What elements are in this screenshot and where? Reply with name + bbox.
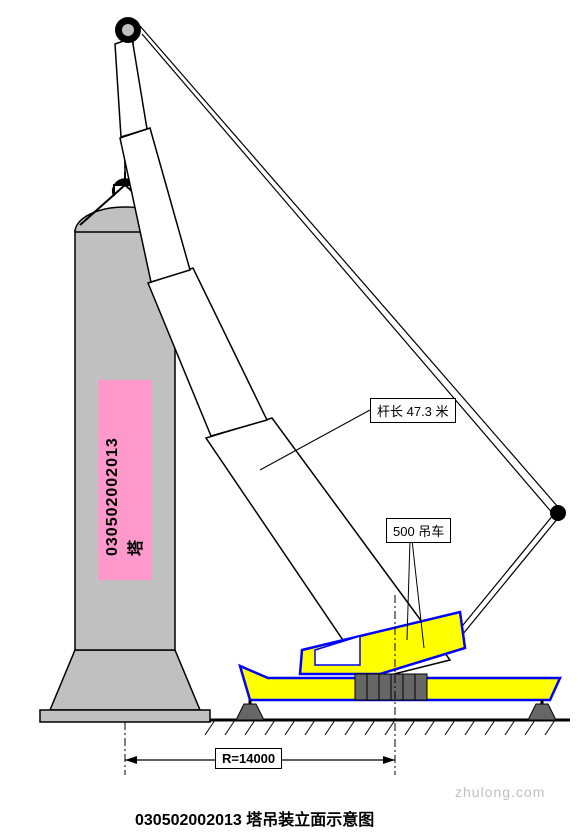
boom-length-label: 杆长 47.3 米 [370, 398, 456, 423]
crane-foot-right [528, 704, 556, 720]
radius-label: R=14000 [215, 748, 282, 769]
tower-foot [40, 710, 210, 722]
crane-name-label: 500 吊车 [386, 518, 451, 543]
tower-side-label: 030502002013 塔 [104, 426, 146, 556]
ground-hatch [205, 720, 555, 735]
tower-base [50, 650, 200, 710]
anchor-line-2 [458, 518, 558, 640]
diagram-canvas: 030502002013 塔 杆长 47.3 米 500 吊车 R=14000 … [0, 0, 578, 840]
dim-arrow-l [125, 756, 137, 764]
guy-wire-1 [140, 26, 558, 507]
watermark: zhulong.com [455, 784, 545, 800]
guy-anchor [550, 505, 566, 521]
crane-foot-left [236, 704, 264, 720]
boom-seg1 [115, 38, 147, 137]
guy-wire-2 [142, 34, 554, 515]
diagram-title: 030502002013 塔吊装立面示意图 [135, 806, 374, 830]
pulley-inner [122, 24, 134, 36]
dim-arrow-r [383, 756, 395, 764]
diagram-svg [0, 0, 578, 840]
anchor-line-1 [454, 514, 554, 636]
